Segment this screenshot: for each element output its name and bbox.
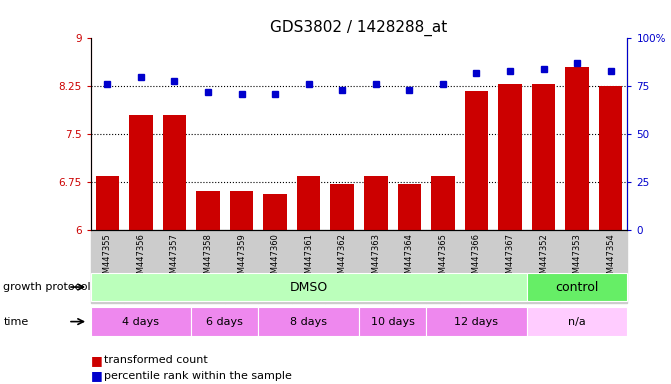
Text: transformed count: transformed count: [104, 355, 208, 365]
Bar: [196, 191, 219, 230]
Bar: [397, 184, 421, 230]
Bar: [292, 230, 325, 303]
Text: 6 days: 6 days: [207, 316, 243, 327]
Bar: [426, 307, 527, 336]
Bar: [359, 307, 426, 336]
Text: ■: ■: [91, 354, 103, 367]
Bar: [431, 176, 455, 230]
Bar: [258, 307, 359, 336]
Bar: [393, 230, 426, 303]
Bar: [91, 230, 124, 303]
Bar: [325, 230, 359, 303]
Bar: [229, 191, 253, 230]
Bar: [191, 307, 258, 336]
Text: n/a: n/a: [568, 316, 586, 327]
Bar: [527, 307, 627, 336]
Text: time: time: [3, 316, 29, 327]
Bar: [91, 307, 191, 336]
Text: 10 days: 10 days: [370, 316, 415, 327]
Text: percentile rank within the sample: percentile rank within the sample: [104, 371, 292, 381]
Title: GDS3802 / 1428288_at: GDS3802 / 1428288_at: [270, 20, 448, 36]
Bar: [162, 115, 186, 230]
Bar: [130, 115, 153, 230]
Bar: [426, 230, 460, 303]
Text: 4 days: 4 days: [122, 316, 160, 327]
Bar: [493, 230, 527, 303]
Bar: [263, 194, 287, 230]
Bar: [258, 230, 292, 303]
Bar: [158, 230, 191, 303]
Bar: [527, 273, 627, 301]
Bar: [330, 184, 354, 230]
Bar: [297, 176, 321, 230]
Bar: [124, 230, 158, 303]
Bar: [527, 230, 560, 303]
Bar: [531, 84, 555, 230]
Bar: [364, 176, 387, 230]
Text: control: control: [556, 281, 599, 293]
Bar: [565, 67, 589, 230]
Bar: [599, 86, 623, 230]
Bar: [359, 230, 393, 303]
Bar: [225, 230, 258, 303]
Bar: [560, 230, 594, 303]
Bar: [464, 91, 488, 230]
Text: growth protocol: growth protocol: [3, 282, 91, 292]
Text: 12 days: 12 days: [454, 316, 499, 327]
Text: ■: ■: [91, 369, 103, 382]
Bar: [460, 230, 493, 303]
Text: 8 days: 8 days: [290, 316, 327, 327]
Bar: [96, 176, 119, 230]
Bar: [594, 230, 627, 303]
Text: DMSO: DMSO: [289, 281, 328, 293]
Bar: [498, 84, 522, 230]
Bar: [91, 273, 527, 301]
Bar: [191, 230, 225, 303]
